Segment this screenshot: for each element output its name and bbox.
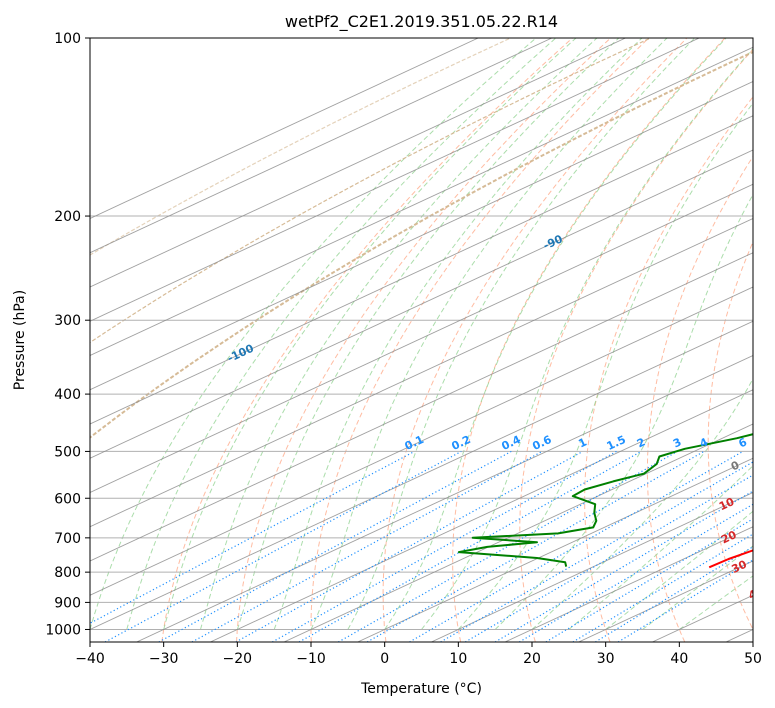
mixing-ratio-line <box>272 450 617 642</box>
skewed-isotherm-line <box>90 80 753 391</box>
skewed-isotherm-line <box>504 526 753 642</box>
profile-lines <box>457 433 753 569</box>
y-tick-label: 200 <box>54 209 81 225</box>
moist-adiabat-line <box>531 377 753 630</box>
skewed-isotherm-line <box>283 423 753 642</box>
mixing-ratio-line <box>545 518 753 642</box>
mixing-ratio-line <box>191 450 543 642</box>
mixing-ratio-line <box>595 546 753 642</box>
skewed-isotherm-line <box>90 38 553 254</box>
moist-adiabat-line <box>384 38 727 630</box>
y-tick-label: 400 <box>54 387 81 403</box>
moist-adiabat-line <box>457 102 753 630</box>
mixing-ratio-line <box>572 533 753 642</box>
skewed-isotherm-line <box>90 38 700 322</box>
dry-adiabat-line <box>584 96 753 642</box>
skewed-isotherm-line <box>431 491 753 642</box>
y-tick-label: 1000 <box>45 622 81 638</box>
skewed-isotherms <box>90 38 753 642</box>
lcl-curve-line <box>90 50 753 439</box>
y-tick-label: 700 <box>54 531 81 547</box>
x-tick-label: 0 <box>380 651 389 667</box>
y-axis-label: Pressure (hPa) <box>12 290 28 390</box>
mixing-ratio-lines <box>90 450 753 642</box>
x-tick-label: −10 <box>296 651 326 667</box>
lcl-curve-line <box>90 38 653 344</box>
warm-isotherm-label: 30 <box>730 558 750 576</box>
x-axis-label: Temperature (°C) <box>360 681 482 697</box>
x-tick-label: 40 <box>670 651 688 667</box>
y-tick-label: 500 <box>54 444 81 460</box>
mixing-ratio-line <box>298 450 642 642</box>
y-axis-ticks: 100 200 300 400 500 600 700 800 900 1000 <box>45 31 90 638</box>
skewed-isotherm-line <box>90 320 753 630</box>
dry-adiabat-line <box>707 240 753 631</box>
y-tick-label: 600 <box>54 491 81 507</box>
x-tick-label: −30 <box>149 651 179 667</box>
dry-adiabat-line <box>452 38 726 642</box>
grid-lines <box>90 38 753 630</box>
mixing-ratio-line <box>409 450 744 642</box>
y-tick-label: 800 <box>54 565 81 581</box>
skewed-isotherm-line <box>90 38 479 219</box>
skewed-isotherm-line <box>90 46 753 356</box>
dry-adiabat-line <box>236 38 611 642</box>
mixing-ratio-line <box>158 450 512 642</box>
skewed-isotherm-line <box>90 183 753 493</box>
mixing-ratio-line <box>440 461 753 642</box>
moist-adiabat-line <box>494 193 753 630</box>
dry-adiabat-line <box>646 155 753 642</box>
moist-adiabat-line <box>200 38 598 630</box>
mixing-ratio-line <box>617 559 753 642</box>
moist-adiabat-line <box>90 38 537 630</box>
skewed-isotherm-line <box>210 389 753 642</box>
chart-title: wetPf2_C2E1.2019.351.05.22.R14 <box>285 12 558 32</box>
y-tick-label: 900 <box>54 595 81 611</box>
moist-adiabat-line <box>605 510 753 630</box>
x-axis-ticks: −40 −30 −20 −10 0 10 20 30 40 50 <box>75 642 762 667</box>
moist-adiabat-line <box>568 464 753 630</box>
x-tick-label: 10 <box>449 651 467 667</box>
x-tick-label: 50 <box>744 651 762 667</box>
y-tick-label: 100 <box>54 31 81 47</box>
mixing-ratio-line <box>338 450 678 642</box>
skewed-isotherm-line <box>136 354 753 642</box>
y-tick-label: 300 <box>54 313 81 329</box>
dry-adiabat-line <box>310 38 650 642</box>
skewed-isotherm-line <box>90 149 753 459</box>
x-tick-label: 30 <box>597 651 615 667</box>
warm-isotherm-label: 10 <box>717 495 737 513</box>
plot-area: -100-90-80-70-60-50-40-30-20-10010203040… <box>90 38 766 642</box>
moist-adiabat-line <box>273 38 643 630</box>
dry-adiabat-line <box>519 48 753 642</box>
mixing-ratio-line <box>235 450 584 642</box>
dry-adiabat-line <box>161 38 573 642</box>
warm-isotherm-label: 40 <box>746 584 766 602</box>
x-tick-label: −40 <box>75 651 105 667</box>
moist-adiabat-line <box>310 38 668 630</box>
skewed-isotherm-line <box>357 457 753 642</box>
skewed-isotherm-line <box>90 217 753 528</box>
dewpoint-line <box>457 433 753 567</box>
skewed-isotherm-line <box>90 286 753 596</box>
x-tick-label: 20 <box>523 651 541 667</box>
moist-adiabat-line <box>126 38 557 630</box>
warm-isotherm-label: 20 <box>719 528 739 546</box>
plot-frame <box>89 37 754 643</box>
lcl-curves <box>90 38 753 439</box>
skewed-isotherm-line <box>90 252 753 562</box>
moist-adiabats <box>90 38 753 630</box>
skewed-isotherm-line <box>90 38 626 288</box>
moist-adiabat-line <box>236 38 620 630</box>
mixing-ratio-line <box>464 474 753 642</box>
moist-adiabat-line <box>163 38 577 630</box>
moist-adiabat-line <box>421 47 753 630</box>
skewed-isotherm-line <box>90 115 753 425</box>
x-tick-label: −20 <box>223 651 253 667</box>
